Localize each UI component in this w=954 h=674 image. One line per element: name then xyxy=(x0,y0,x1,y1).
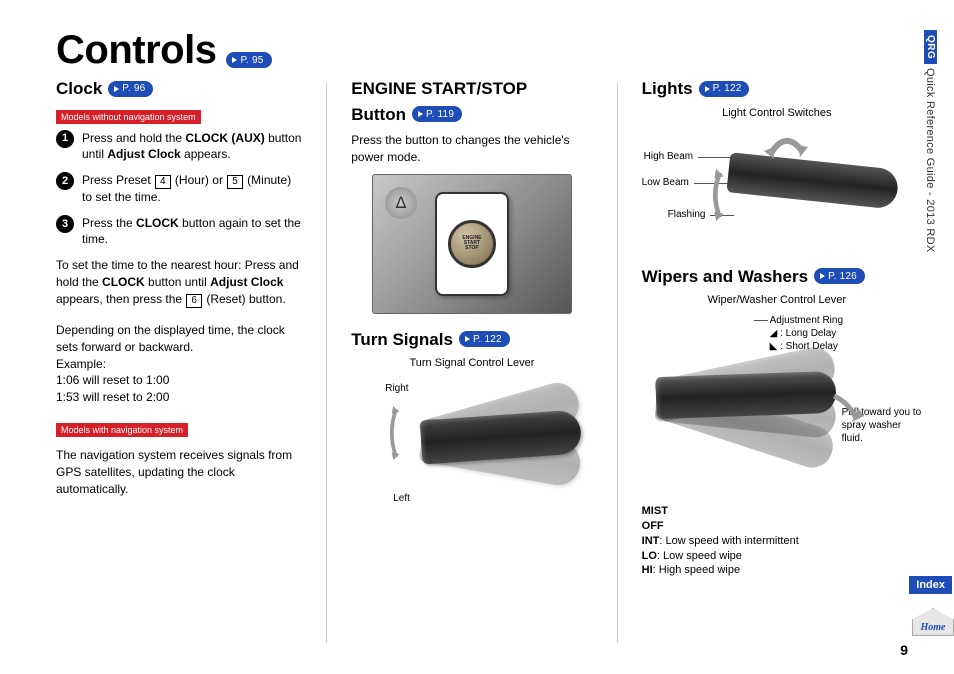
col-engine-turn: ENGINE START/STOP Button P. 119 Press th… xyxy=(351,79,592,643)
lights-page-ref[interactable]: P. 122 xyxy=(699,81,750,97)
motion-arrow-icon xyxy=(379,403,409,463)
engine-start-stop-image: ᐃ ENGINESTARTSTOP xyxy=(372,174,572,314)
wiper-lever-label: Wiper/Washer Control Lever xyxy=(642,294,912,306)
nav-text: The navigation system receives signals f… xyxy=(56,447,302,497)
step-3-text: Press the CLOCK button again to set the … xyxy=(82,215,302,247)
engine-text: Press the button to changes the vehicle'… xyxy=(351,132,592,166)
start-button-callout: ENGINESTARTSTOP xyxy=(435,192,509,296)
col-lights-wipers: Lights P. 122 Light Control Switches Hig… xyxy=(642,79,912,643)
side-rail: QRG Quick Reference Guide - 2013 RDX xyxy=(924,30,948,630)
guide-title-vertical: Quick Reference Guide - 2013 RDX xyxy=(924,68,936,252)
title-text: Controls xyxy=(56,28,216,73)
title-page-ref[interactable]: P. 95 xyxy=(226,52,271,68)
col-clock: Clock P. 96 Models without navigation sy… xyxy=(56,79,302,643)
light-switches-label: Light Control Switches xyxy=(642,107,912,119)
engine-page-ref[interactable]: P. 119 xyxy=(412,106,462,122)
qrg-tab[interactable]: QRG xyxy=(924,30,937,64)
column-separator-1 xyxy=(326,83,327,643)
manual-page: Controls P. 95 Clock P. 96 Models withou… xyxy=(0,0,954,674)
wipers-page-ref[interactable]: P. 126 xyxy=(814,268,865,284)
page-title: Controls P. 95 xyxy=(56,28,912,73)
pull-arrow-icon xyxy=(828,386,868,426)
wiper-mode-list: MIST OFF INT: Low speed with intermitten… xyxy=(642,504,912,578)
turn-signals-heading: Turn Signals P. 122 xyxy=(351,330,592,350)
clock-heading: Clock P. 96 xyxy=(56,79,302,99)
key-5: 5 xyxy=(227,175,243,189)
label-mist: MIST xyxy=(642,505,668,517)
turn-page-ref[interactable]: P. 122 xyxy=(459,331,510,347)
acura-logo-icon: ᐃ xyxy=(385,187,417,219)
turn-signal-figure: Right Left xyxy=(351,375,592,515)
label-high-beam: High Beam xyxy=(644,151,693,162)
key-6: 6 xyxy=(186,294,202,308)
label-low-beam: Low Beam xyxy=(642,177,689,188)
turn-lever-label: Turn Signal Control Lever xyxy=(351,357,592,369)
step-1-text: Press and hold the CLOCK (AUX) button un… xyxy=(82,130,302,162)
key-4: 4 xyxy=(155,175,171,189)
wiper-figure: Adjustment Ring ◢ : Long Delay ◣ : Short… xyxy=(642,314,912,504)
label-off: OFF xyxy=(642,520,664,532)
step-number-3: 3 xyxy=(56,215,74,233)
adj-ring-block: Adjustment Ring ◢ : Long Delay ◣ : Short… xyxy=(770,314,910,353)
page-number: 9 xyxy=(900,642,908,658)
column-separator-2 xyxy=(617,83,618,643)
label-flashing: Flashing xyxy=(668,209,706,220)
step-number-2: 2 xyxy=(56,172,74,190)
clock-step-2: 2 Press Preset 4 (Hour) or 5 (Minute) to… xyxy=(56,172,302,205)
nearest-hour-text: To set the time to the nearest hour: Pre… xyxy=(56,257,302,308)
tag-with-nav: Models with navigation system xyxy=(56,423,188,437)
clock-page-ref[interactable]: P. 96 xyxy=(108,81,153,97)
lights-heading: Lights P. 122 xyxy=(642,79,912,99)
label-right: Right xyxy=(385,383,408,394)
index-tab[interactable]: Index xyxy=(909,576,952,594)
motion-arrow-icon xyxy=(704,167,734,223)
clock-step-3: 3 Press the CLOCK button again to set th… xyxy=(56,215,302,247)
label-left: Left xyxy=(393,493,410,504)
step-number-1: 1 xyxy=(56,130,74,148)
step-2-text: Press Preset 4 (Hour) or 5 (Minute) to s… xyxy=(82,172,302,205)
wipers-heading: Wipers and Washers P. 126 xyxy=(642,267,912,287)
lights-figure: High Beam Low Beam Flashing xyxy=(642,123,912,263)
engine-heading: ENGINE START/STOP Button P. 119 xyxy=(351,79,592,124)
clock-step-1: 1 Press and hold the CLOCK (AUX) button … xyxy=(56,130,302,162)
rotate-arrow-icon xyxy=(760,125,810,161)
depending-text: Depending on the displayed time, the clo… xyxy=(56,322,302,406)
wiper-lever-icon xyxy=(655,371,836,419)
content-columns: Clock P. 96 Models without navigation sy… xyxy=(56,79,912,643)
tag-without-nav: Models without navigation system xyxy=(56,110,201,124)
engine-start-stop-button-icon: ENGINESTARTSTOP xyxy=(448,220,496,268)
light-lever-icon xyxy=(726,152,899,210)
